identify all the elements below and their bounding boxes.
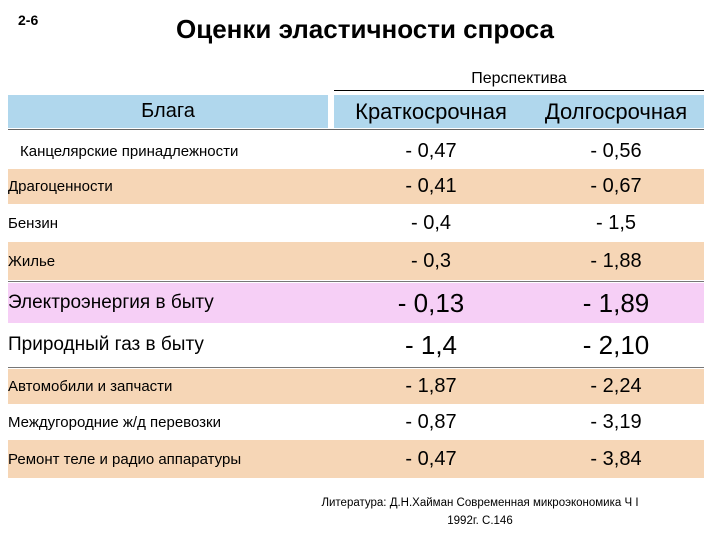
table-row: Автомобили и запчасти - 1,87 - 2,24 — [8, 369, 704, 404]
row-long-value: - 0,56 — [590, 140, 642, 162]
column-header-goods: Блага — [8, 95, 328, 128]
row-short-value: - 0,47 — [405, 447, 457, 470]
table-row: Бензин - 0,4 - 1,5 — [8, 204, 704, 242]
row-good-name: Междугородние ж/д перевозки — [8, 413, 221, 431]
row-good-name: Электроэнергия в быту — [8, 292, 214, 313]
row-good-name: Жилье — [8, 252, 56, 270]
row-good-name: Природный газ в быту — [8, 334, 204, 355]
perspective-label: Перспектива — [471, 70, 567, 87]
row-good-name: Автомобили и запчасти — [8, 378, 173, 395]
row-good-name: Ремонт теле и радио аппаратуры — [8, 450, 242, 468]
row-long-value: - 1,88 — [590, 249, 642, 272]
row-long-value: - 2,10 — [582, 329, 650, 360]
row-short-value: - 0,13 — [397, 287, 465, 318]
header-divider — [8, 129, 704, 130]
row-short-value: - 0,47 — [405, 140, 457, 162]
row-long-value: - 2,24 — [590, 375, 642, 397]
table-row: Электроэнергия в быту - 0,13 - 1,89 — [8, 283, 704, 323]
column-header-long-term: Долгосрочная — [528, 95, 704, 128]
row-short-value: - 1,87 — [405, 375, 457, 397]
row-short-value: - 0,41 — [405, 175, 457, 197]
row-long-value: - 1,5 — [595, 211, 637, 234]
table-row: Драгоценности - 0,41 - 0,67 — [8, 169, 704, 204]
table-row: Жилье - 0,3 - 1,88 — [8, 242, 704, 280]
row-good-name: Драгоценности — [8, 178, 113, 195]
row-short-value: - 0,4 — [410, 211, 452, 234]
table-row: Ремонт теле и радио аппаратуры - 0,47 - … — [8, 440, 704, 478]
row-long-value: - 3,19 — [590, 410, 642, 433]
row-long-value: - 0,67 — [590, 175, 642, 197]
slide-title: Оценки эластичности спроса — [175, 14, 554, 44]
row-group-divider — [8, 367, 704, 368]
reference-line-1: Литература: Д.Н.Хайман Современная микро… — [321, 497, 639, 509]
row-short-value: - 0,87 — [405, 410, 457, 433]
slide-number: 2-6 — [18, 12, 39, 28]
row-long-value: - 1,89 — [582, 287, 650, 318]
row-good-name: Бензин — [8, 214, 59, 232]
table-row: Канцелярские принадлежности - 0,47 - 0,5… — [8, 134, 704, 169]
row-short-value: - 0,3 — [410, 249, 452, 272]
reference-line-2: 1992г. С.146 — [447, 515, 513, 527]
row-short-value: - 1,4 — [404, 329, 458, 360]
column-header-short-term: Краткосрочная — [334, 95, 528, 128]
table-row: Междугородние ж/д перевозки - 0,87 - 3,1… — [8, 404, 704, 440]
table-row: Природный газ в быту - 1,4 - 2,10 — [8, 323, 704, 367]
reference-note: Литература: Д.Н.Хайман Современная микро… — [250, 494, 710, 530]
row-group-divider — [8, 281, 704, 282]
row-good-name: Канцелярские принадлежности — [20, 143, 239, 160]
perspective-divider — [334, 90, 704, 91]
row-long-value: - 3,84 — [590, 447, 642, 470]
